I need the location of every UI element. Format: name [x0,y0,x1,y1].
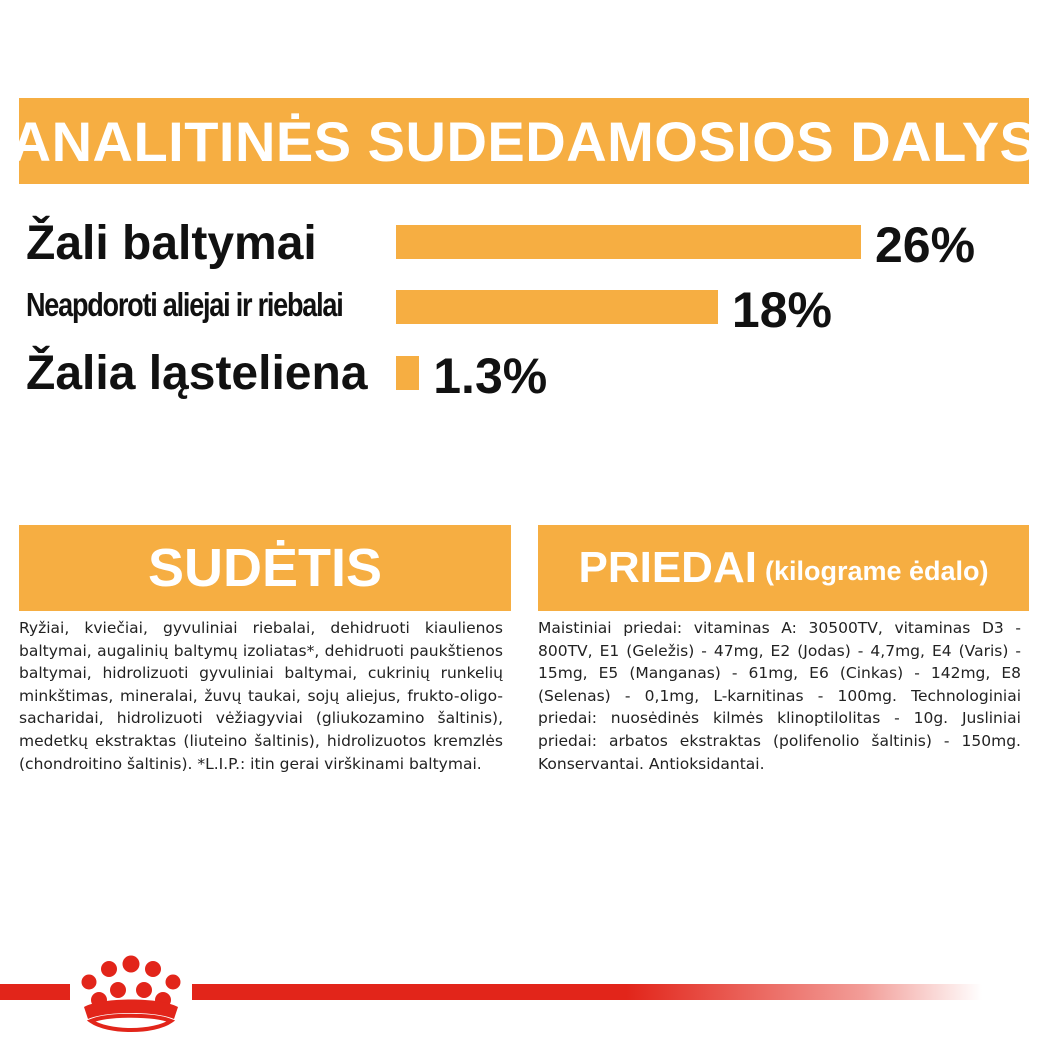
protein-bar [396,225,861,259]
fibre-value: 1.3% [433,348,548,404]
fat-bar [396,290,718,324]
additives-title-banner: PRIEDAI (kilograme ėdalo) [538,525,1029,611]
additives-text: Maistiniai priedai: vitaminas A: 30500TV… [538,619,1021,773]
protein-label: Žali baltymai [26,217,317,270]
composition-text: Ryžiai, kviečiai, gyvuliniai riebalai, d… [19,619,503,773]
fat-label: Neapdoroti aliejai ir riebalai [26,286,344,323]
analytical-title: ANALITINĖS SUDEDAMOSIOS DALYS [10,109,1038,173]
fibre-bar [396,356,420,390]
additives-subtitle: (kilograme ėdalo) [764,555,989,586]
composition-title: SUDĖTIS [147,538,383,598]
protein-value: 26% [875,217,976,273]
royal-canin-crown-icon [81,955,181,1032]
analytical-title-banner: ANALITINĖS SUDEDAMOSIOS DALYS [11,98,1037,184]
footer-line-right [192,984,982,1000]
fibre-label: Žalia ląsteliena [26,347,368,400]
additives-title: PRIEDAI [578,543,757,592]
footer-line-left [0,984,70,1000]
composition-title-banner: SUDĖTIS [19,525,511,611]
fat-value: 18% [731,282,832,338]
